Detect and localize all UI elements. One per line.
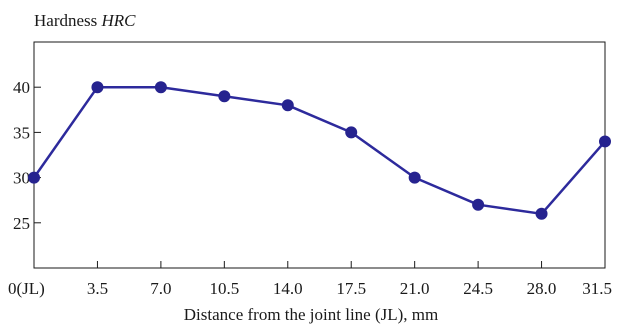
data-point xyxy=(345,126,358,139)
data-point xyxy=(91,81,104,94)
data-point xyxy=(218,90,231,103)
y-axis-ticks: 25 30 35 40 xyxy=(13,78,41,233)
y-axis-title-text: Hardness xyxy=(34,11,102,30)
data-point xyxy=(281,99,294,112)
x-tick-label: 24.5 xyxy=(463,279,493,298)
y-axis-title-unit: HRC xyxy=(101,11,137,30)
series-line xyxy=(32,85,606,216)
x-tick-label: 10.5 xyxy=(209,279,239,298)
data-point xyxy=(408,171,421,184)
data-points xyxy=(28,81,611,220)
x-axis-ticks: 0(JL) 3.5 7.0 10.5 14.0 17.5 21.0 24.5 28.0 31.5 xyxy=(8,261,612,298)
y-tick-label: 25 xyxy=(13,214,30,233)
data-point xyxy=(154,81,167,94)
x-tick-label: 7.0 xyxy=(150,279,171,298)
x-tick-label: 21.0 xyxy=(400,279,430,298)
x-tick-label: 17.5 xyxy=(336,279,366,298)
x-tick-label: 3.5 xyxy=(87,279,108,298)
data-point xyxy=(472,198,485,211)
data-point xyxy=(28,171,40,184)
x-tick-label: 14.0 xyxy=(273,279,303,298)
plot-frame xyxy=(33,41,606,269)
y-tick-label: 35 xyxy=(13,123,30,142)
data-point xyxy=(535,207,548,220)
data-point xyxy=(599,135,611,148)
y-tick-label: 30 xyxy=(13,169,30,188)
x-tick-label: 28.0 xyxy=(527,279,557,298)
y-tick-label: 40 xyxy=(13,78,30,97)
x-tick-label: 31.5 xyxy=(582,279,612,298)
y-axis-title: Hardness HRC xyxy=(34,11,136,30)
x-tick-label: 0(JL) xyxy=(8,279,45,298)
x-axis-title: Distance from the joint line (JL), mm xyxy=(184,305,438,324)
